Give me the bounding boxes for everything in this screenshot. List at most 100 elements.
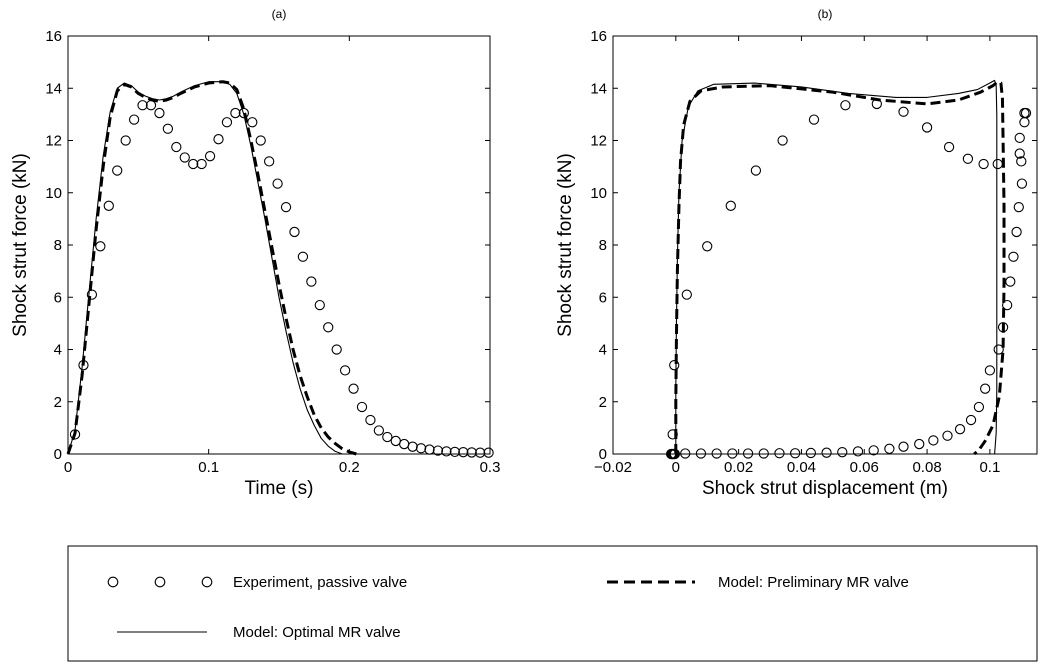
data-point-experiment-passive-valve [702,241,713,252]
data-point-experiment-passive-valve [1019,117,1030,128]
data-point-experiment-passive-valve [112,165,123,176]
data-point-experiment-passive-valve [196,158,207,170]
data-point-experiment-passive-valve [171,141,182,153]
panel-b: (b)−0.02 0 0.02 0.04 0.06 0.08 0.1024681012141… [555,7,1038,499]
y-tick-label: 12 [590,133,607,150]
data-point-experiment-passive-valve [758,448,769,459]
data-point-experiment-passive-valve [837,447,848,458]
data-point-experiment-passive-valve [247,117,258,128]
data-point-experiment-passive-valve [162,123,174,134]
data-point-experiment-passive-valve [695,448,707,459]
data-point-experiment-passive-valve [365,414,376,426]
data-point-experiment-passive-valve [943,141,955,153]
x-tick-label: 0.02 [724,459,753,476]
data-point-experiment-passive-valve [390,435,401,447]
data-point-experiment-passive-valve [432,445,444,456]
x-tick-label: 0.04 [787,459,816,476]
data-point-experiment-passive-valve [1008,251,1019,262]
data-point-experiment-passive-valve [1013,201,1024,213]
data-point-experiment-passive-valve [774,448,785,459]
data-point-experiment-passive-valve [711,448,722,459]
data-point-experiment-passive-valve [980,383,991,394]
data-point-experiment-passive-valve [852,446,864,457]
data-point-experiment-passive-valve [95,241,106,252]
data-point-experiment-passive-valve [984,365,996,376]
series-line-model-preliminary-mr-valve [674,80,1006,456]
data-point-experiment-passive-valve [255,135,266,146]
y-tick-label: 14 [590,80,607,97]
data-point-experiment-passive-valve [221,117,233,128]
data-point-experiment-passive-valve [725,200,736,211]
data-point-experiment-passive-valve [314,299,325,311]
series-line-model-optimal-mr-valve [67,81,343,455]
data-point-experiment-passive-valve [280,201,292,213]
data-point-experiment-passive-valve [898,106,909,117]
data-point-experiment-passive-valve [681,289,692,300]
data-point-experiment-passive-valve [821,447,832,458]
y-tick-label: 6 [599,289,607,306]
data-point-experiment-passive-valve [204,151,216,162]
data-point-experiment-passive-valve [1005,276,1016,287]
data-point-experiment-passive-valve [942,430,953,441]
plot-frame [67,35,491,455]
data-point-experiment-passive-valve [868,445,879,456]
data-point-experiment-passive-valve [978,158,989,170]
y-tick-label: 16 [590,28,607,45]
y-tick-label: 8 [54,237,62,254]
data-point-experiment-passive-valve [272,178,283,189]
x-axis-label: Time (s) [245,478,314,499]
x-tick-label: 0.06 [850,459,879,476]
x-tick-label: 0.08 [912,459,941,476]
series-line-model-optimal-mr-valve [675,79,998,455]
data-point-experiment-passive-valve [238,107,249,119]
data-point-experiment-passive-valve [356,401,368,413]
data-point-experiment-passive-valve [407,441,418,452]
data-point-experiment-passive-valve [1011,226,1022,238]
panel-a: (a) 0 0.1 0.2 0.3 0 2 4 6 8 10 12 14 16 Time (s) Shock … [10,7,500,499]
data-point-experiment-passive-valve [424,444,435,455]
data-point-experiment-passive-valve [399,438,410,450]
x-tick-label: 0.2 [339,459,360,476]
y-tick-label: 10 [45,185,62,202]
legend-label-experiment: Experiment, passive valve [233,574,407,591]
data-point-experiment-passive-valve [840,100,851,111]
y-tick-label: 4 [54,342,62,359]
panel-title-a: (a) [272,7,287,21]
data-point-experiment-passive-valve [441,446,452,457]
x-tick-label: 0.1 [198,459,219,476]
data-point-experiment-passive-valve [898,441,909,452]
data-point-experiment-passive-valve [86,289,98,300]
data-point-experiment-passive-valve [339,365,351,376]
legend-marker-experiment [107,576,213,588]
panel-title-b: (b) [818,7,833,21]
legend-label-optimal: Model: Optimal MR valve [233,624,401,641]
data-point-experiment-passive-valve [884,443,895,454]
y-tick-label: 8 [599,237,607,254]
data-point-experiment-passive-valve [137,100,148,111]
x-tick-label: −0.02 [594,459,632,476]
data-point-experiment-passive-valve [213,134,224,145]
data-point-experiment-passive-valve [777,135,788,146]
data-point-experiment-passive-valve [928,435,939,446]
x-tick-label: 0.3 [480,459,501,476]
data-point-experiment-passive-valve [962,153,974,164]
data-point-experiment-passive-valve [921,122,933,133]
plot-frame [612,35,1038,455]
data-point-experiment-passive-valve [808,114,820,125]
y-tick-label: 0 [54,446,62,463]
data-point-experiment-passive-valve [179,152,190,163]
data-point-experiment-passive-valve [790,448,801,459]
data-point-experiment-passive-valve [993,344,1004,355]
data-point-experiment-passive-valve [145,100,157,111]
legend: Experiment, passive valve Model: Prelimi… [67,545,1038,662]
data-point-experiment-passive-valve [992,158,1003,170]
data-point-experiment-passive-valve [230,107,241,119]
data-point-experiment-passive-valve [805,447,817,459]
data-point-experiment-passive-valve [1016,156,1027,167]
data-point-experiment-passive-valve [750,165,762,176]
data-point-experiment-passive-valve [264,156,275,167]
data-point-experiment-passive-valve [154,107,165,119]
legend-label-preliminary: Model: Preliminary MR valve [718,574,909,591]
y-axis-label: Shock strut force (kN) [555,153,576,337]
